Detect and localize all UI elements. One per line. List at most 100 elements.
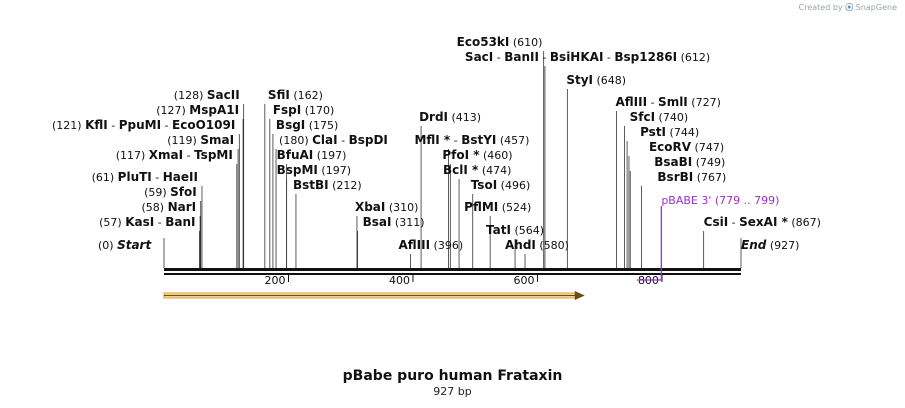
enzyme-name: PfoI *	[442, 148, 480, 162]
enzyme-name: BsgI	[276, 118, 305, 132]
enzyme-name: BstYI	[461, 133, 496, 147]
enzyme-name: BsiHKAI	[550, 50, 604, 64]
site-position: (396)	[430, 239, 463, 252]
site-label: SacI - BanII - BsiHKAI - Bsp1286I (612)	[465, 50, 710, 64]
site-position: (310)	[385, 201, 418, 214]
site-position: (119)	[167, 134, 200, 147]
enzyme-name: BfuAI	[277, 148, 314, 162]
enzyme-name: EcoRV	[649, 140, 692, 154]
site-label: AhdI (580)	[505, 238, 569, 252]
site-label: FspI (170)	[273, 103, 334, 117]
site-position: (212)	[329, 179, 362, 192]
site-label: (128) SacII	[174, 88, 240, 102]
site-label: (58) NarI	[141, 200, 196, 214]
site-label: DrdI (413)	[419, 110, 481, 124]
site-label: AflIII - SmlI (727)	[616, 95, 721, 109]
site-label: TatI (564)	[486, 223, 544, 237]
ruler-ticks: 200 400 600 800	[264, 274, 663, 287]
enzyme-name: Eco53kI	[457, 35, 510, 49]
map-title: pBabe puro human Frataxin	[342, 368, 563, 384]
site-position: (744)	[666, 126, 699, 139]
site-label: (180) ClaI - BspDI	[279, 133, 388, 147]
enzyme-name: BsaI	[363, 215, 392, 229]
site-position: (460)	[480, 149, 513, 162]
site-position: (162)	[290, 89, 323, 102]
orf-arrowhead	[574, 291, 585, 300]
enzyme-name: AflIII	[398, 238, 430, 252]
site-position: (496)	[497, 179, 530, 192]
map-length: 927 bp	[433, 385, 472, 398]
tick-label: 600	[513, 274, 534, 287]
enzyme-name: BclI *	[443, 163, 479, 177]
site-position: (767)	[693, 171, 726, 184]
site-label: BsrBI (767)	[657, 170, 726, 184]
site-position: (413)	[448, 111, 481, 124]
site-position: (610)	[509, 36, 542, 49]
site-position: (57)	[99, 216, 125, 229]
feature-label: pBABE 3' (779 .. 799)	[661, 194, 779, 207]
credit-brand: SnapGene	[855, 3, 897, 12]
enzyme-name: PluTI	[118, 170, 152, 184]
site-label: BsaBI (749)	[654, 155, 725, 169]
enzyme-name: SmlI	[658, 95, 688, 109]
snapgene-logo-icon: ⦿	[845, 3, 854, 12]
enzyme-name: SfoI	[170, 185, 197, 199]
site-label: Eco53kI (610)	[457, 35, 543, 49]
site-label: (59) SfoI	[144, 185, 197, 199]
enzyme-name: BspDI	[349, 133, 388, 147]
end-name: End	[741, 238, 767, 252]
enzyme-name: BspMI	[277, 163, 318, 177]
enzyme-name: DrdI	[419, 110, 448, 124]
feature-marker	[636, 206, 662, 281]
site-position: (59)	[144, 186, 170, 199]
enzyme-name: SexAI *	[739, 215, 788, 229]
site-label: XbaI (310)	[355, 200, 418, 214]
enzyme-name: AhdI	[505, 238, 536, 252]
site-label: BfuAI (197)	[277, 148, 347, 162]
enzyme-name: ClaI	[312, 133, 337, 147]
site-label: BsgI (175)	[276, 118, 338, 132]
site-label: BspMI (197)	[277, 163, 351, 177]
site-label: SfiI (162)	[268, 88, 323, 102]
enzyme-name: PflMI	[464, 200, 498, 214]
enzyme-name: StyI	[566, 73, 593, 87]
site-position: (747)	[691, 141, 724, 154]
snapgene-credit: Created by ⦿ SnapGene	[799, 2, 897, 13]
feature-name: pBABE 3'	[661, 194, 711, 207]
enzyme-name: FspI	[273, 103, 301, 117]
site-position: (127)	[156, 104, 189, 117]
enzyme-name: PpuMI	[119, 118, 161, 132]
feature-pbabe3: pBABE 3' (779 .. 799)	[636, 194, 779, 281]
site-label: PfoI * (460)	[442, 148, 512, 162]
enzyme-name: TatI	[486, 223, 511, 237]
enzyme-name: KasI	[125, 215, 154, 229]
site-label: (121) KflI - PpuMI - EcoO109I	[52, 118, 235, 132]
site-position: (648)	[593, 74, 626, 87]
backbone-top-strand	[164, 268, 741, 271]
tick-label: 200	[264, 274, 285, 287]
enzyme-name: MflI *	[414, 133, 450, 147]
enzyme-name: TsoI	[471, 178, 497, 192]
site-labels: (57) KasI - BanI(58) NarI(59) SfoI(61) P…	[52, 35, 821, 252]
enzyme-name: NarI	[168, 200, 197, 214]
site-position: (524)	[498, 201, 531, 214]
site-position: (580)	[536, 239, 569, 252]
site-position: (170)	[301, 104, 334, 117]
enzyme-name: PstI	[640, 125, 666, 139]
enzyme-name: CsiI	[704, 215, 729, 229]
enzyme-name: BsrBI	[657, 170, 693, 184]
enzyme-name: TspMI	[194, 148, 233, 162]
feature-range: (779 .. 799)	[711, 194, 779, 207]
site-label: CsiI - SexAI * (867)	[704, 215, 821, 229]
enzyme-name: Bsp1286I	[614, 50, 677, 64]
enzyme-name: SacI	[465, 50, 493, 64]
site-label: (117) XmaI - TspMI	[116, 148, 233, 162]
enzyme-name: HaeII	[163, 170, 198, 184]
enzyme-name: BstBI	[293, 178, 329, 192]
enzyme-name: KflI	[85, 118, 108, 132]
enzyme-name: EcoO109I	[172, 118, 235, 132]
site-label: BsaI (311)	[363, 215, 425, 229]
site-position: (117)	[116, 149, 149, 162]
